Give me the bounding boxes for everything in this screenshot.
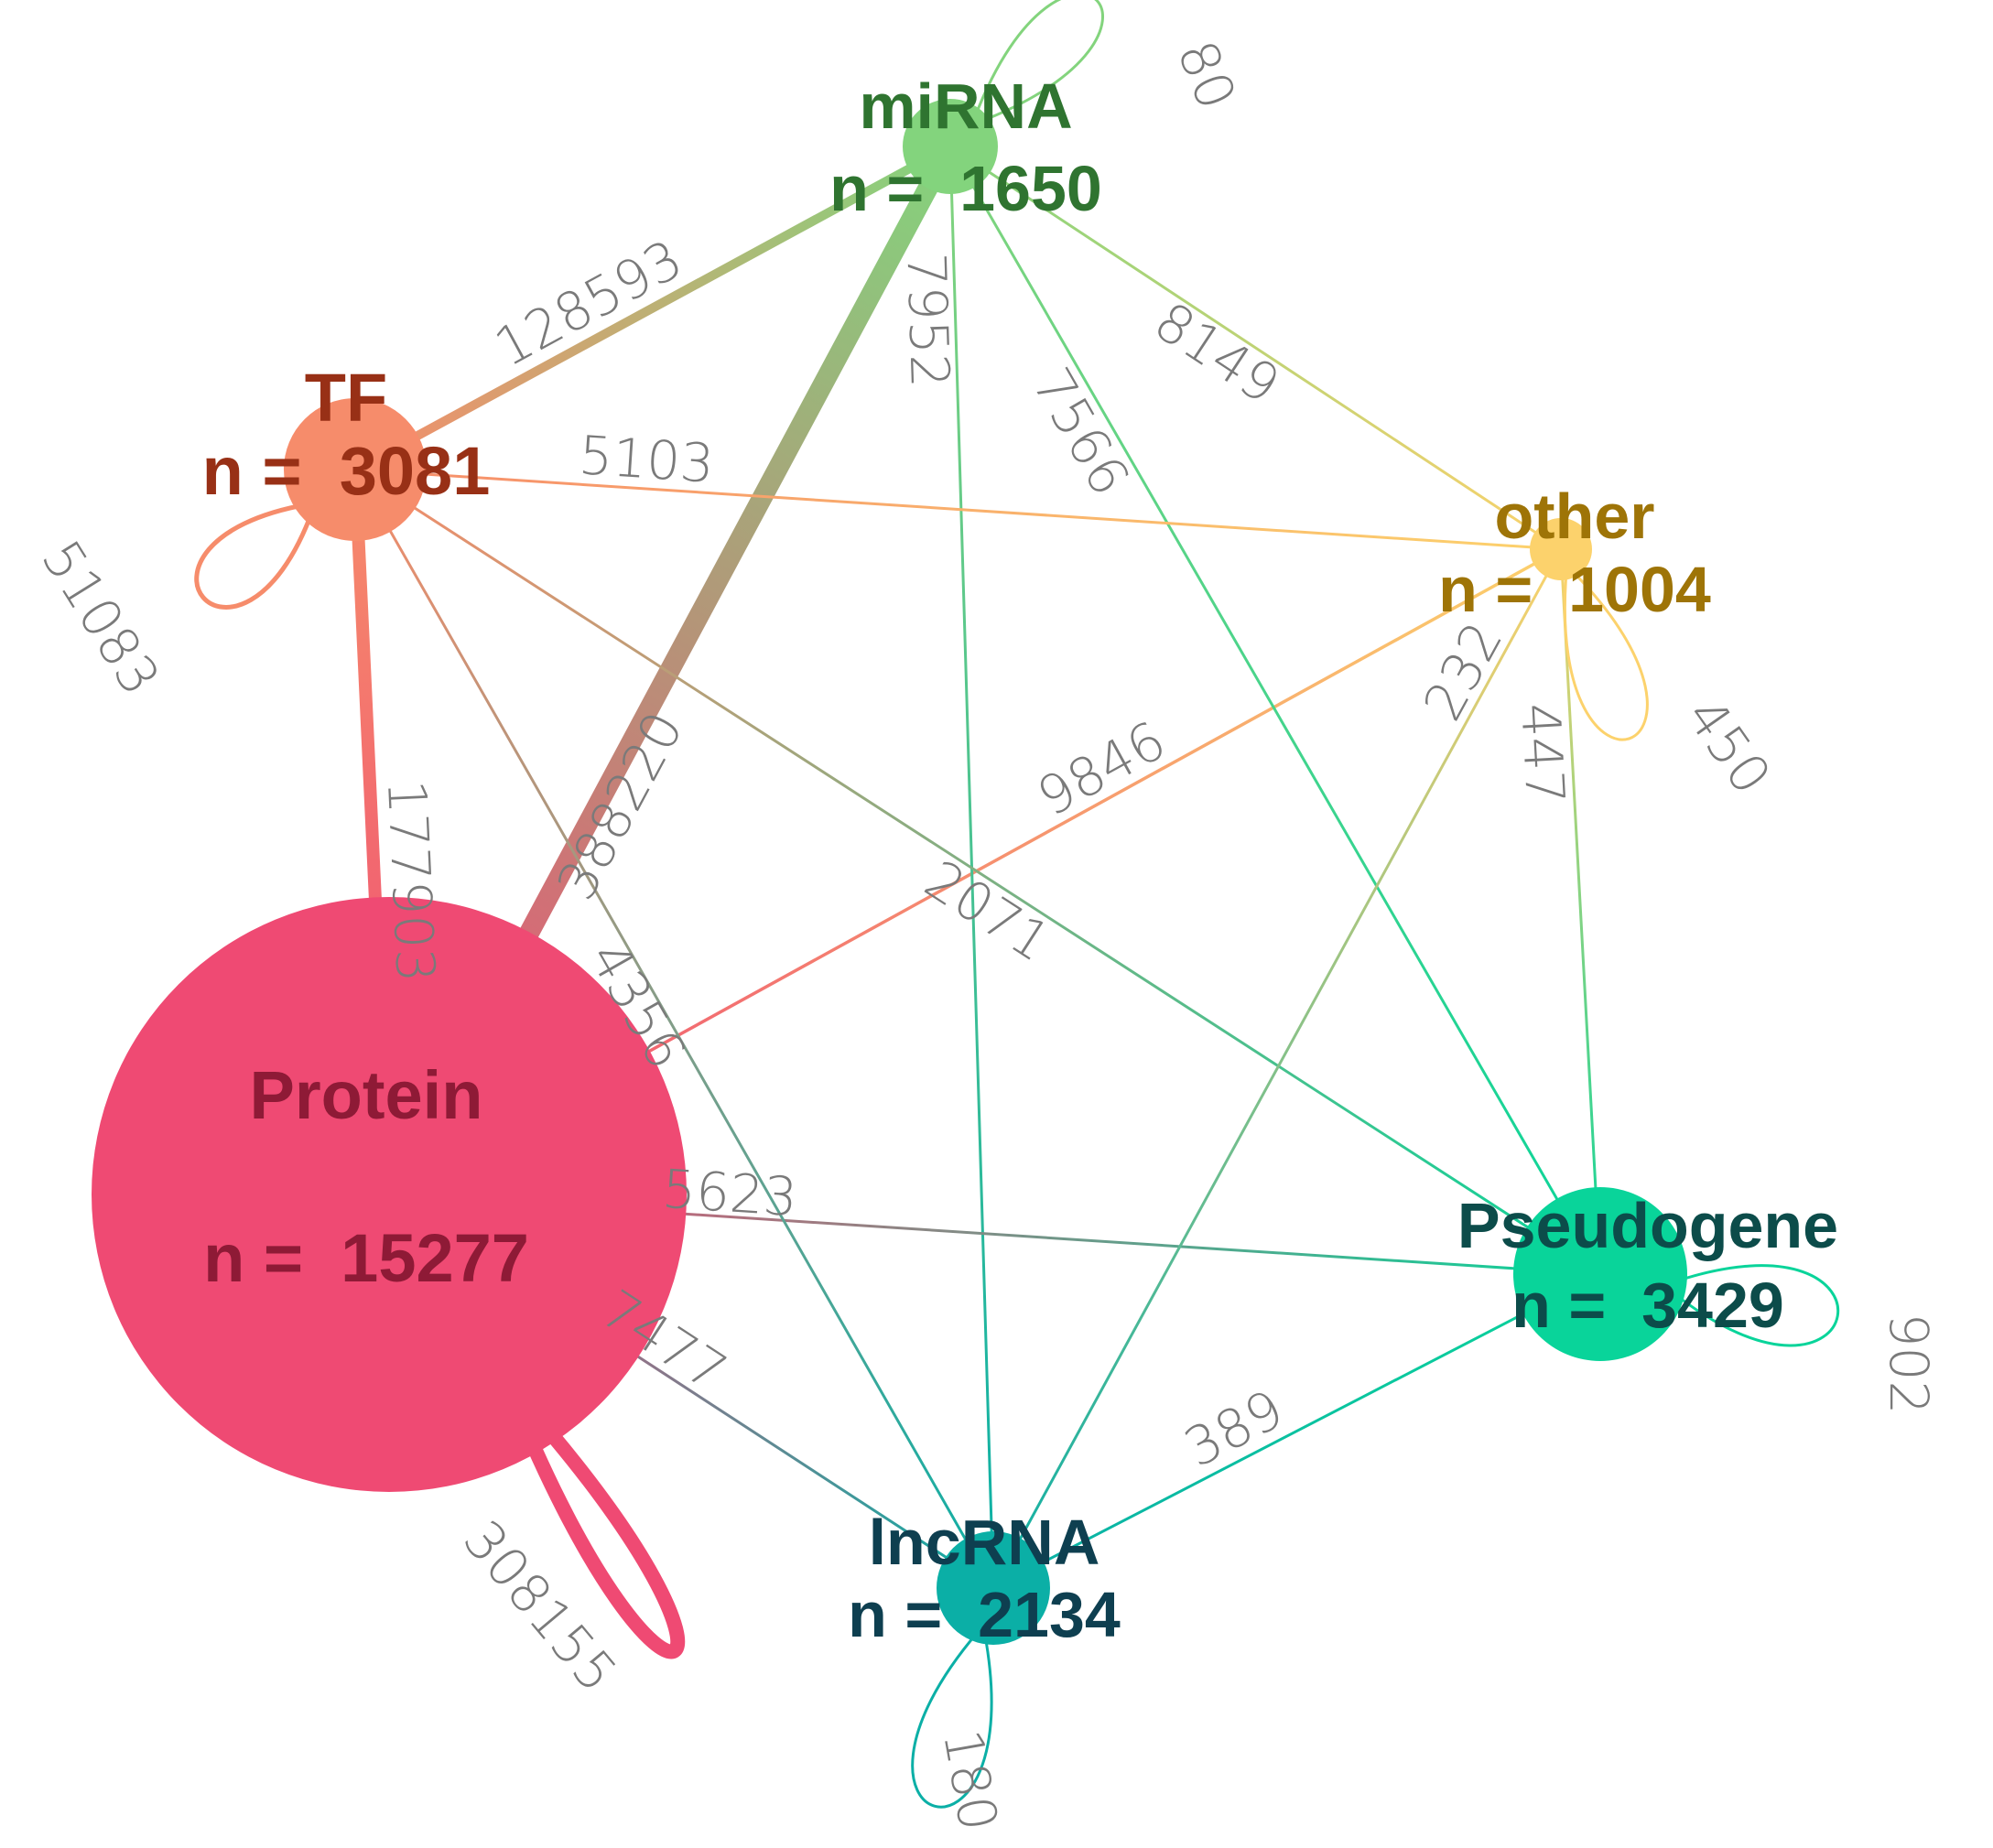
self-loop-mirna: [973, 0, 1104, 124]
node-lncrna: [937, 1531, 1050, 1645]
edge-mirna-other: [948, 145, 1563, 551]
edge-other-lncrna: [991, 547, 1563, 1590]
node-count-other: n = 1004: [1438, 554, 1711, 625]
edge-label-protein-mirna: 388220: [545, 702, 695, 910]
self-loops-layer: [194, 0, 1840, 1809]
node-pseudogene: [1513, 1187, 1687, 1361]
self-loop-tf: [194, 502, 315, 610]
node-tf: [284, 398, 427, 541]
node-mirna: [903, 99, 998, 194]
edge-label-other-pseudogene: 447: [1509, 701, 1576, 805]
edge-label-mirna-other: 8149: [1143, 290, 1291, 416]
node-name-lncrna: lncRNA: [869, 1507, 1100, 1578]
nodes-layer: [92, 99, 1687, 1645]
node-protein: [92, 897, 687, 1492]
self-loop-protein: [508, 1394, 686, 1659]
self-loop-label-mirna: 80: [1165, 32, 1249, 118]
node-count-lncrna: n = 2134: [848, 1579, 1121, 1650]
edge-label-other-lncrna: 232: [1412, 611, 1515, 730]
edge-tf-other: [353, 468, 1563, 551]
edge-mirna-pseudogene: [948, 145, 1602, 1276]
self-loop-label-protein: 308155: [451, 1508, 629, 1703]
node-count-pseudogene: n = 3429: [1511, 1270, 1784, 1341]
node-name-tf: TF: [305, 360, 387, 436]
node-name-pseudogene: Pseudogene: [1457, 1190, 1838, 1261]
edge-label-mirna-pseudogene: 7566: [1020, 358, 1142, 506]
node-name-protein: Protein: [250, 1057, 483, 1133]
edge-other-pseudogene: [1559, 547, 1602, 1276]
edge-tf-pseudogene: [353, 468, 1602, 1276]
node-count-tf: n = 3081: [202, 433, 491, 509]
edge-tf-mirna: [351, 142, 955, 474]
edge-label-tf-other: 5103: [577, 424, 716, 495]
edge-label-protein-tf: 177903: [375, 778, 447, 983]
edges-layer: [349, 136, 1602, 1590]
node-other: [1530, 518, 1592, 580]
edge-label-protein-other: 9846: [1027, 709, 1175, 829]
node-count-mirna: n = 1650: [829, 153, 1102, 224]
node-name-other: other: [1495, 481, 1655, 552]
edge-label-protein-pseudogene: 5623: [660, 1158, 799, 1229]
self-loop-label-pseudogene: 902: [1878, 1313, 1940, 1415]
self-loop-label-tf: 51083: [29, 530, 171, 707]
node-name-mirna: miRNA: [859, 70, 1072, 142]
self-loop-pseudogene: [1669, 1264, 1840, 1347]
self-loop-label-other: 450: [1673, 686, 1782, 805]
self-loop-lncrna: [911, 1631, 993, 1809]
node-count-protein: n = 15277: [203, 1220, 529, 1296]
edge-label-mirna-lncrna: 7952: [895, 252, 961, 389]
self-loop-label-lncrna: 180: [931, 1725, 1010, 1836]
edge-tf-lncrna: [353, 468, 995, 1590]
edge-pseudogene-lncrna: [991, 1272, 1602, 1590]
self-loop-other: [1563, 570, 1649, 741]
node-labels-layer: Protein n = 15277 TFn = 3081 miRNA n = 1650 o…: [202, 70, 1838, 1650]
edge-label-tf-pseudogene: 2071: [914, 848, 1061, 974]
